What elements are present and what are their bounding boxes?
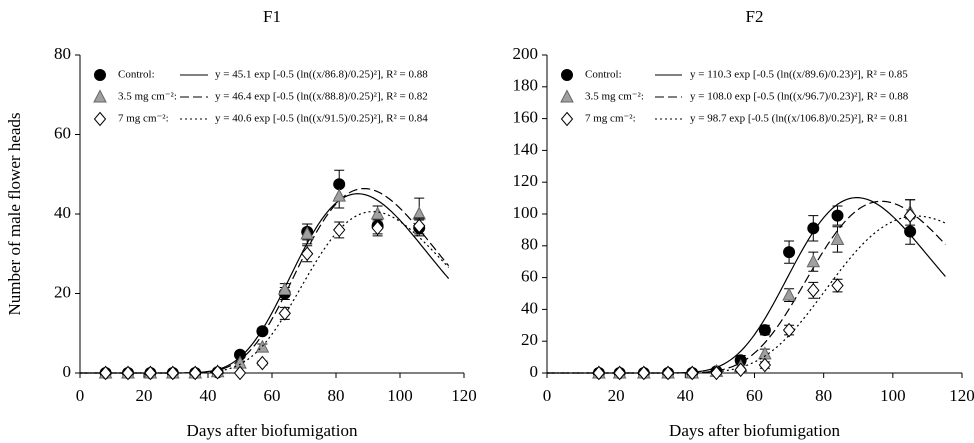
x-tick-label: 100 bbox=[387, 386, 413, 405]
y-tick-label: 180 bbox=[513, 76, 539, 95]
y-tick-label: 40 bbox=[521, 298, 538, 317]
marker bbox=[903, 208, 917, 223]
x-tick-label: 100 bbox=[880, 386, 906, 405]
legend-marker bbox=[93, 89, 107, 103]
x-tick-label: 80 bbox=[328, 386, 345, 405]
fit-curve bbox=[547, 197, 946, 374]
y-tick-label: 60 bbox=[521, 267, 538, 286]
marker bbox=[830, 231, 845, 245]
marker bbox=[277, 281, 292, 296]
marker bbox=[637, 365, 650, 381]
y-tick-label: 20 bbox=[54, 282, 71, 301]
marker bbox=[211, 364, 224, 380]
y-tick-label: 80 bbox=[521, 235, 538, 254]
marker bbox=[256, 355, 269, 371]
legend-marker bbox=[93, 111, 107, 127]
marker bbox=[189, 365, 202, 381]
legend-label: Control: bbox=[585, 69, 622, 81]
x-tick-label: 0 bbox=[543, 386, 552, 405]
marker bbox=[278, 306, 291, 321]
marker bbox=[686, 365, 699, 381]
marker bbox=[831, 209, 844, 222]
x-tick-label: 40 bbox=[677, 386, 694, 405]
legend-label: 3.5 mg cm⁻²: bbox=[585, 91, 644, 103]
marker bbox=[807, 222, 820, 235]
marker bbox=[370, 206, 385, 220]
legend-label: Control: bbox=[118, 69, 155, 81]
legend-marker bbox=[560, 111, 574, 127]
chart-title: F2 bbox=[746, 7, 764, 26]
x-tick-label: 0 bbox=[76, 386, 85, 405]
legend-equation: y = 98.7 exp [-0.5 (ln((x/106.8)/0.25)²]… bbox=[690, 113, 908, 125]
marker bbox=[333, 222, 346, 238]
y-tick-label: 200 bbox=[513, 44, 539, 63]
x-tick-label: 120 bbox=[451, 386, 477, 405]
marker bbox=[710, 365, 723, 381]
x-tick-label: 60 bbox=[264, 386, 281, 405]
y-tick-label: 20 bbox=[521, 330, 538, 349]
x-tick-label: 40 bbox=[200, 386, 217, 405]
x-tick-label: 80 bbox=[815, 386, 832, 405]
fit-curve bbox=[547, 200, 946, 374]
legend-marker bbox=[94, 69, 106, 81]
marker bbox=[233, 365, 247, 381]
marker bbox=[831, 278, 844, 293]
x-tick-label: 120 bbox=[949, 386, 974, 405]
marker bbox=[332, 188, 347, 202]
fit-curve bbox=[80, 211, 450, 374]
legend-equation: y = 40.6 exp [-0.5 (ln((x/91.5)/0.25)²],… bbox=[215, 113, 428, 125]
y-axis-label: Number of male flower heads bbox=[5, 113, 24, 316]
x-axis-label: Days after biofumigation bbox=[669, 421, 840, 440]
y-tick-label: 0 bbox=[63, 362, 72, 381]
legend-equation: y = 45.1 exp [-0.5 (ln((x/86.8)/0.25)²],… bbox=[215, 69, 428, 81]
marker bbox=[412, 206, 427, 220]
chart-title: F1 bbox=[263, 7, 281, 26]
legend-marker bbox=[561, 69, 573, 81]
marker bbox=[782, 322, 796, 338]
marker bbox=[758, 357, 772, 373]
legend-label: 7 mg cm⁻²: bbox=[585, 113, 636, 125]
legend-equation: y = 108.0 exp [-0.5 (ln((x/96.7)/0.23)²]… bbox=[690, 91, 909, 103]
y-tick-label: 120 bbox=[513, 171, 539, 190]
y-tick-label: 60 bbox=[54, 123, 71, 142]
marker bbox=[613, 365, 626, 381]
y-tick-label: 140 bbox=[513, 139, 539, 158]
marker bbox=[807, 283, 820, 298]
legend-equation: y = 46.4 exp [-0.5 (ln((x/88.8)/0.25)²],… bbox=[215, 91, 428, 103]
marker bbox=[806, 254, 821, 268]
x-axis-label: Days after biofumigation bbox=[187, 421, 358, 440]
marker bbox=[758, 324, 771, 337]
marker bbox=[661, 365, 675, 381]
y-tick-label: 0 bbox=[530, 362, 539, 381]
x-tick-label: 20 bbox=[136, 386, 153, 405]
marker bbox=[121, 365, 135, 381]
marker bbox=[371, 220, 384, 236]
legend-label: 7 mg cm⁻²: bbox=[118, 113, 169, 125]
legend-label: 3.5 mg cm⁻²: bbox=[118, 91, 177, 103]
marker bbox=[592, 365, 606, 381]
marker bbox=[783, 246, 796, 259]
y-tick-label: 100 bbox=[513, 203, 539, 222]
marker bbox=[256, 325, 269, 338]
fit-curve bbox=[547, 215, 946, 374]
legend-equation: y = 110.3 exp [-0.5 (ln((x/89.6)/0.23)²]… bbox=[690, 69, 908, 81]
x-tick-label: 20 bbox=[608, 386, 625, 405]
marker bbox=[144, 365, 157, 381]
marker bbox=[734, 362, 747, 378]
marker bbox=[413, 218, 426, 234]
marker bbox=[300, 226, 315, 240]
marker bbox=[782, 287, 796, 301]
marker bbox=[99, 365, 112, 381]
legend-marker bbox=[560, 89, 574, 103]
y-tick-label: 160 bbox=[513, 108, 539, 127]
marker bbox=[166, 365, 179, 381]
marker bbox=[301, 246, 314, 262]
fit-curve bbox=[80, 187, 450, 374]
y-tick-label: 80 bbox=[54, 44, 71, 63]
x-tick-label: 60 bbox=[746, 386, 763, 405]
y-tick-label: 40 bbox=[54, 203, 71, 222]
